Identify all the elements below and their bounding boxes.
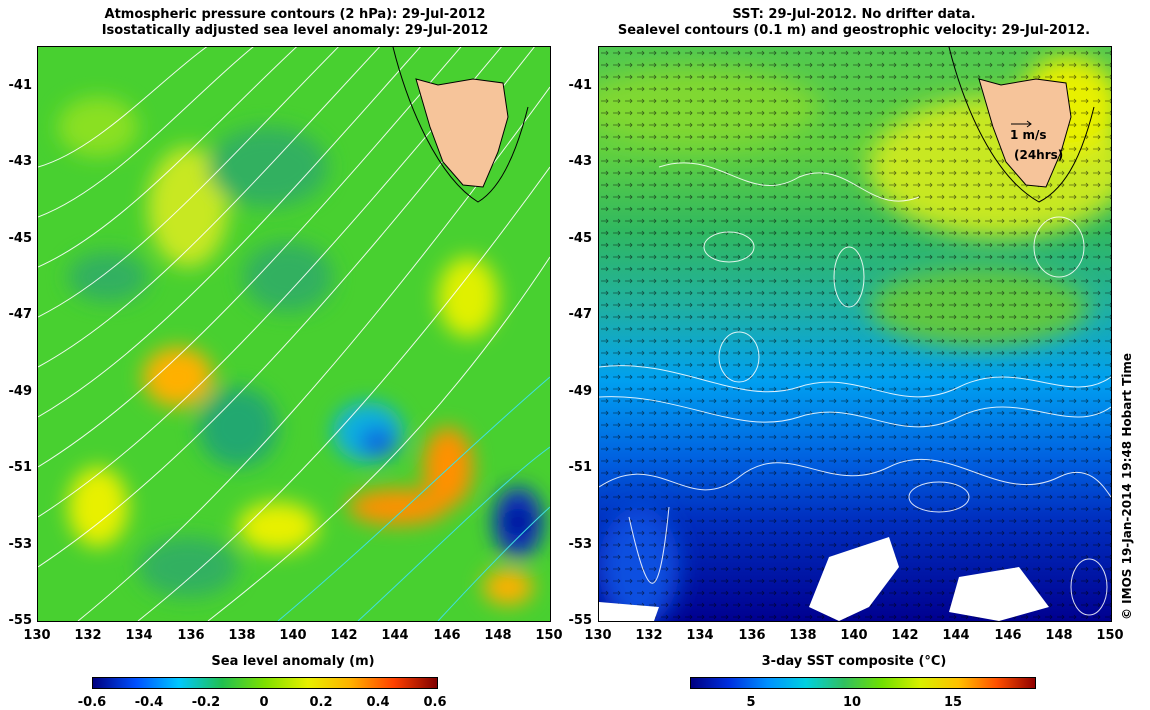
left-colorbar-tick: -0.4	[134, 695, 164, 710]
right-y-tick: -41	[568, 78, 593, 93]
right-x-tick: 142	[891, 628, 919, 643]
left-x-tick: 130	[23, 628, 51, 643]
left-x-tick: 136	[177, 628, 205, 643]
right-x-tick: 136	[738, 628, 766, 643]
left-colorbar-tick: -0.2	[191, 695, 221, 710]
left-x-tick: 138	[228, 628, 256, 643]
velocity-scale-arrow	[1011, 120, 1032, 128]
left-y-tick: -53	[8, 537, 33, 552]
left-x-tick: 148	[484, 628, 512, 643]
left-x-tick: 144	[381, 628, 409, 643]
right-title-line1: SST: 29-Jul-2012. No drifter data.	[732, 7, 976, 22]
sea-level-colorbar	[92, 677, 438, 689]
left-x-tick: 134	[125, 628, 153, 643]
right-x-tick: 146	[994, 628, 1022, 643]
right-x-tick: 148	[1045, 628, 1073, 643]
left-x-tick: 146	[433, 628, 461, 643]
right-colorbar-tick: 15	[943, 695, 963, 710]
right-colorbar-label: 3-day SST composite (°C)	[761, 654, 947, 669]
right-x-tick: 138	[789, 628, 817, 643]
imos-credit: © IMOS 19-Jan-2014 19:48 Hobart Time	[1120, 352, 1134, 620]
velocity-scale-label-hours: (24hrs)	[1014, 148, 1064, 162]
left-colorbar-tick: 0.2	[309, 695, 333, 710]
right-x-tick: 132	[635, 628, 663, 643]
right-x-tick: 130	[584, 628, 612, 643]
left-y-tick: -41	[8, 78, 33, 93]
left-colorbar-label: Sea level anomaly (m)	[211, 654, 375, 669]
right-y-tick: -49	[568, 384, 593, 399]
left-x-tick: 142	[330, 628, 358, 643]
left-y-tick: -43	[8, 154, 33, 169]
right-y-tick: -51	[568, 460, 593, 475]
right-y-tick: -43	[568, 154, 593, 169]
left-colorbar-tick: 0	[259, 695, 269, 710]
right-y-tick: -45	[568, 231, 593, 246]
left-y-tick: -47	[8, 307, 33, 322]
left-title-line2: Isostatically adjusted sea level anomaly…	[101, 23, 489, 38]
tasmania-land	[415, 78, 509, 188]
left-title-line1: Atmospheric pressure contours (2 hPa): 2…	[104, 7, 486, 22]
right-title-line2: Sealevel contours (0.1 m) and geostrophi…	[617, 23, 1091, 38]
left-y-tick: -55	[8, 613, 33, 628]
left-colorbar-tick: -0.6	[77, 695, 107, 710]
left-y-tick: -45	[8, 231, 33, 246]
sst-map	[598, 46, 1112, 622]
left-x-tick: 132	[74, 628, 102, 643]
right-x-tick: 150	[1096, 628, 1124, 643]
left-colorbar-tick: 0.6	[423, 695, 447, 710]
left-y-tick: -51	[8, 460, 33, 475]
sst-colorbar	[690, 677, 1036, 689]
right-y-tick: -55	[568, 613, 593, 628]
right-y-tick: -47	[568, 307, 593, 322]
left-colorbar-tick: 0.4	[366, 695, 390, 710]
right-x-tick: 140	[840, 628, 868, 643]
right-x-tick: 134	[686, 628, 714, 643]
tasmania-land	[978, 78, 1072, 188]
right-y-tick: -53	[568, 537, 593, 552]
left-y-tick: -49	[8, 384, 33, 399]
left-x-tick: 140	[279, 628, 307, 643]
right-x-tick: 144	[942, 628, 970, 643]
right-colorbar-tick: 5	[746, 695, 756, 710]
right-colorbar-tick: 10	[842, 695, 862, 710]
left-x-tick: 150	[535, 628, 563, 643]
sea-level-anomaly-map	[37, 46, 551, 622]
velocity-scale-label: 1 m/s	[1010, 128, 1047, 142]
